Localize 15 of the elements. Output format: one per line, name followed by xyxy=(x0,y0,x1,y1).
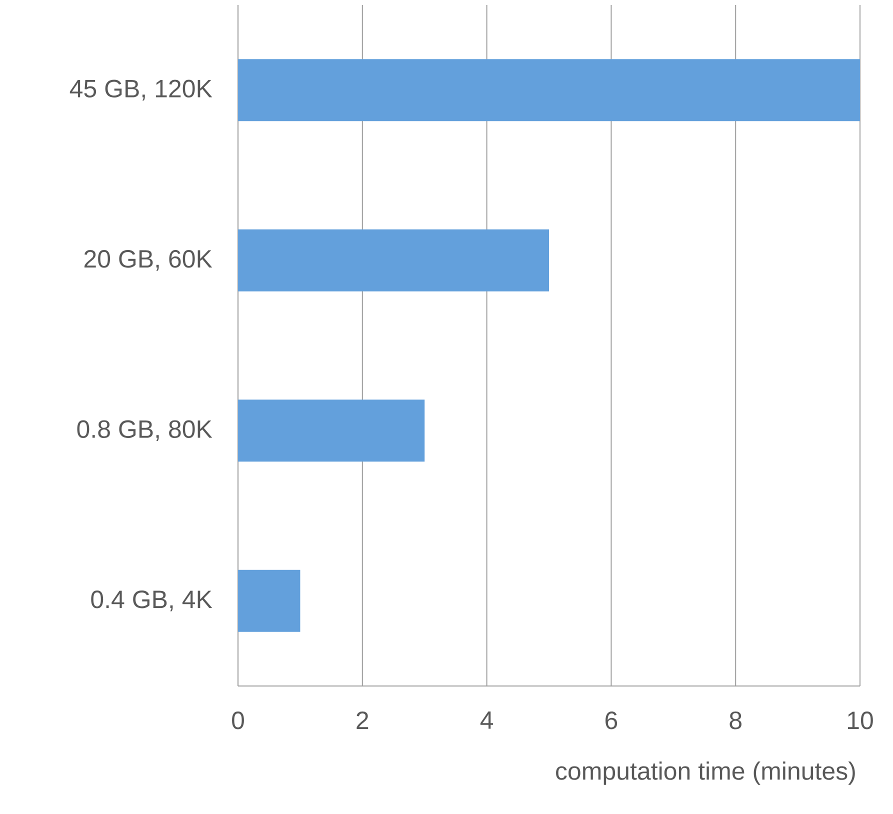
x-tick-label: 10 xyxy=(848,712,873,730)
y-tick-label: 20 GB, 60K xyxy=(84,250,212,271)
bar xyxy=(238,400,425,462)
x-tick-label: 4 xyxy=(480,712,494,729)
bar xyxy=(238,229,550,292)
y-tick-label: 0.4 GB, 4K xyxy=(91,590,212,612)
x-tick-label: 6 xyxy=(606,712,618,730)
x-tick-label: 2 xyxy=(356,712,368,729)
y-tick-label: 0.8 GB, 80K xyxy=(77,420,212,441)
bar xyxy=(238,570,300,632)
x-tick-label: 0 xyxy=(232,712,244,730)
y-tick-label: 45 GB, 120K xyxy=(70,80,212,100)
x-tick-label: 8 xyxy=(730,712,742,730)
x-axis-title: computation time (minutes) xyxy=(556,762,855,785)
bar xyxy=(238,59,860,122)
